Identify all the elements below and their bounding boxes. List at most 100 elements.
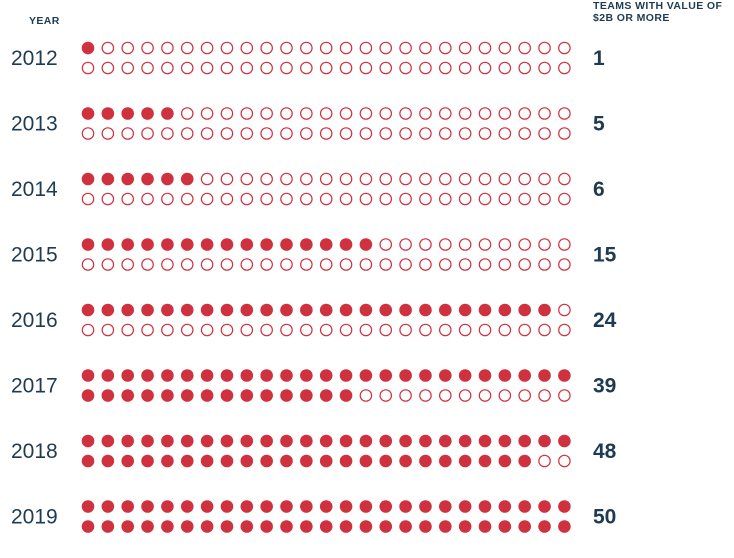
filled-dot [161,520,174,533]
filled-dot [161,500,174,513]
empty-dot [498,238,512,251]
year-group-2019: 2019 50 [11,500,616,533]
filled-dot [319,389,333,402]
filled-dot [101,303,115,317]
filled-dot [220,520,234,533]
filled-dot [399,500,412,513]
empty-dot [280,258,293,271]
filled-dot [439,434,452,448]
empty-dot [478,192,492,206]
filled-dot [240,500,254,513]
empty-dot [359,172,373,186]
filled-dot [81,172,95,186]
empty-dot [280,127,293,140]
filled-dot [180,238,194,251]
empty-dot [339,323,353,337]
filled-dot [101,500,115,513]
filled-dot [458,520,472,533]
filled-dot [81,41,95,55]
filled-dot [220,434,234,448]
empty-dot [438,258,452,271]
filled-dot [141,369,154,382]
filled-dot [458,369,472,382]
filled-dot [419,369,432,382]
empty-dot [498,41,512,55]
empty-dot [200,258,214,271]
empty-dot [419,389,432,402]
year-label: 2018 [11,440,58,463]
empty-dot [319,127,333,140]
filled-dot [359,238,373,251]
filled-dot [180,172,194,186]
filled-dot [180,454,194,468]
empty-dot [280,172,293,186]
empty-dot [538,454,551,468]
empty-dot [200,192,214,206]
filled-dot [200,500,214,513]
empty-dot [518,238,531,251]
filled-dot [379,520,393,533]
filled-dot [161,369,174,382]
filled-dot [260,520,273,533]
empty-dot [260,323,273,337]
filled-dot [518,500,531,513]
filled-dot [220,369,234,382]
empty-dot [81,192,95,206]
filled-dot [399,369,412,382]
empty-dot [319,172,333,186]
year-group-2012: 2012 1 [11,41,605,75]
filled-dot [240,454,254,468]
empty-dot [478,323,492,337]
empty-dot [478,41,492,55]
empty-dot [339,107,353,120]
empty-dot [419,172,432,186]
filled-dot [180,434,194,448]
empty-dot [458,127,472,140]
year-label: 2013 [11,113,58,136]
empty-dot [458,61,472,75]
filled-dot [260,434,273,448]
empty-dot [518,127,531,140]
empty-dot [558,258,571,271]
empty-dot [498,323,512,337]
empty-dot [339,127,353,140]
empty-dot [399,323,412,337]
empty-dot [438,238,452,251]
empty-dot [498,127,512,140]
filled-dot [518,303,531,317]
filled-dot [419,520,432,533]
year-group-2018: 2018 48 [11,434,617,468]
empty-dot [558,389,571,402]
empty-dot [161,127,174,140]
filled-dot [240,369,254,382]
filled-dot [121,107,134,120]
filled-dot [260,500,273,513]
filled-dot [319,520,333,533]
empty-dot [200,127,214,140]
filled-dot [161,434,174,448]
filled-dot [498,520,512,533]
empty-dot [339,61,353,75]
filled-dot [260,238,273,251]
filled-dot [220,303,234,317]
filled-dot [439,454,452,468]
team-count-label: 39 [593,375,616,398]
empty-dot [419,192,432,206]
empty-dot [458,41,472,55]
filled-dot [419,500,432,513]
empty-dot [498,61,512,75]
empty-dot [81,61,95,75]
empty-dot [399,389,412,402]
empty-dot [419,41,432,55]
filled-dot [558,369,571,382]
empty-dot [518,323,531,337]
empty-dot [399,258,412,271]
filled-dot [419,303,432,317]
filled-dot [280,369,293,382]
filled-dot [379,369,393,382]
filled-dot [180,520,194,533]
empty-dot [280,107,293,120]
empty-dot [419,323,432,337]
filled-dot [180,369,194,382]
empty-dot [478,107,492,120]
